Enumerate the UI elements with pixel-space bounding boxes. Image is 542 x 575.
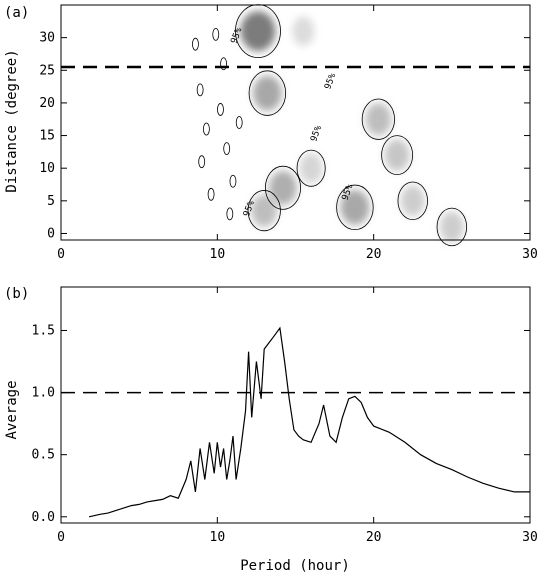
contour-lines (192, 4, 468, 247)
x-tick-label: 30 (522, 530, 538, 545)
y-tick-label: 0 (47, 226, 55, 241)
y-axis: 0.0 0.5 1.0 1.5 (32, 323, 530, 525)
panel-b-label: (b) (4, 286, 29, 302)
contour-line (202, 122, 210, 136)
contour-label: 95% (309, 124, 324, 143)
y-tick-label: 1.0 (32, 386, 55, 401)
x-tick-label: 30 (522, 247, 538, 262)
y-tick-label: 30 (39, 31, 55, 46)
y-tick-label: 1.5 (32, 323, 55, 338)
contour-line (223, 142, 231, 156)
x-tick-label: 0 (57, 247, 65, 262)
heatmap-region (400, 185, 425, 217)
heatmap-region (240, 11, 276, 52)
contour-line (247, 190, 281, 232)
contour-line (229, 174, 237, 188)
panel-a: (a) 95%95%95%95%95% 0 10 20 30 051015202530… (4, 4, 538, 262)
x-tick-label: 20 (366, 530, 382, 545)
plot-frame (60, 286, 531, 524)
contour-line (381, 135, 414, 176)
y-tick-label: 0.0 (32, 510, 55, 525)
x-axis-label: Period (hour) (240, 558, 350, 574)
panel-a-label: (a) (4, 5, 29, 21)
y-tick-label: 10 (39, 161, 55, 176)
heatmap-region (384, 139, 410, 172)
contour-label: 95% (323, 72, 338, 91)
contour-line (235, 116, 243, 129)
contour-line (212, 27, 220, 41)
y-tick-label: 15 (39, 129, 55, 144)
x-tick-label: 20 (366, 247, 382, 262)
y-axis-label: Distance (degree) (4, 49, 20, 192)
contour-line (436, 207, 468, 247)
y-tick-label: 20 (39, 96, 55, 111)
y-axis: 0 5 10 15 20 25 30 (39, 31, 530, 241)
panel-b: (b) 0 10 20 30 0.0 0.5 1.0 1.5 Period (hour) A… (4, 286, 538, 574)
contour-line (397, 181, 428, 221)
contour-line (361, 98, 395, 140)
contour-line (198, 155, 206, 169)
x-axis: 0 10 20 30 (57, 5, 538, 262)
contour-line (248, 70, 287, 116)
heatmap-region (439, 211, 464, 243)
contour-line (220, 57, 227, 71)
heatmap-regions (240, 11, 464, 243)
contour-line (296, 149, 326, 187)
series-line (88, 326, 530, 518)
contour-line (196, 83, 204, 97)
contour-line (207, 187, 215, 201)
contour-line (264, 165, 301, 210)
heatmap-region (340, 189, 370, 225)
x-tick-label: 0 (57, 530, 65, 545)
y-tick-label: 0.5 (32, 448, 55, 463)
contour-line (336, 184, 374, 231)
x-axis: 0 10 20 30 (57, 287, 538, 545)
contour-line (217, 103, 224, 116)
x-tick-label: 10 (210, 247, 226, 262)
x-tick-label: 10 (210, 530, 226, 545)
heatmap-region (251, 194, 278, 228)
heatmap-region (252, 75, 282, 111)
y-axis-label: Average (4, 380, 20, 439)
y-tick-label: 5 (47, 194, 55, 209)
contour-line (226, 207, 234, 221)
y-tick-label: 25 (39, 63, 55, 78)
heatmap-region (299, 152, 323, 184)
heatmap-region (365, 102, 392, 136)
heatmap-region (292, 16, 315, 46)
plot-frame (60, 4, 531, 241)
contour-line (192, 37, 199, 51)
